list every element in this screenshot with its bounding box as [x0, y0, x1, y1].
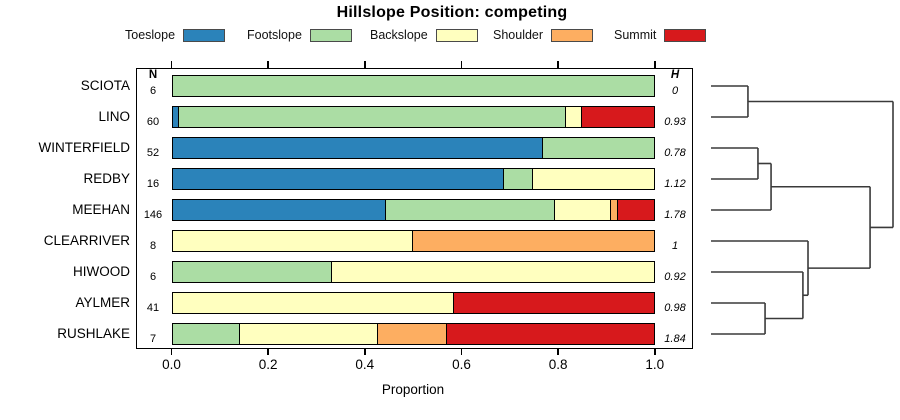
bar-segment-backslope	[171, 230, 414, 252]
axis-tick-top	[654, 61, 656, 68]
axis-tick-top	[460, 61, 463, 68]
bar-segment-footslope	[178, 106, 567, 128]
bar-segment-backslope	[532, 168, 655, 190]
h-value: 0.98	[664, 302, 686, 314]
bar-segment-footslope	[171, 261, 333, 283]
legend-entry-footslope: Footslope	[247, 27, 352, 43]
row-label-meehan: MEEHAN	[72, 202, 130, 217]
legend-label: Footslope	[247, 28, 302, 42]
bar-segment-footslope	[385, 199, 556, 221]
legend-entry-shoulder: Shoulder	[493, 27, 594, 43]
bar-segment-footslope	[541, 137, 655, 159]
bar-segment-footslope	[502, 168, 534, 190]
axis-tick-top	[267, 61, 269, 68]
axis-tick-bottom	[364, 348, 366, 355]
bar-segment-footslope	[171, 323, 241, 345]
h-value: 1.78	[664, 209, 686, 221]
legend-label: Shoulder	[493, 28, 544, 42]
h-value: 0.78	[664, 147, 686, 159]
row-label-clearriver: CLEARRIVER	[43, 233, 130, 248]
axis-tick-bottom	[267, 348, 269, 355]
bar-segment-shoulder	[377, 323, 448, 345]
chart-title: Hillslope Position: competing	[336, 4, 568, 21]
row-label-winterfield: WINTERFIELD	[38, 140, 130, 155]
h-value: 0.93	[664, 116, 686, 128]
n-column-header: N	[148, 69, 158, 81]
legend-entry-backslope: Backslope	[370, 27, 478, 43]
n-value: 6	[149, 271, 157, 283]
h-value: 0.92	[664, 271, 686, 283]
legend-label: Summit	[614, 28, 657, 42]
row-label-aylmer: AYLMER	[75, 295, 130, 310]
axis-tick-bottom	[460, 348, 463, 355]
legend-swatch-toeslope	[183, 28, 226, 42]
legend-swatch-backslope	[435, 28, 478, 42]
n-value: 6	[149, 85, 157, 97]
axis-tick-label: 0.0	[162, 357, 181, 372]
h-value: 1.84	[664, 333, 686, 345]
bar-segment-summit	[580, 106, 655, 128]
axis-tick-top	[170, 61, 173, 68]
axis-tick-label: 1.0	[645, 357, 665, 372]
h-value: 1	[671, 240, 679, 252]
n-value: 60	[146, 116, 160, 128]
bar-segment-summit	[616, 199, 655, 221]
n-value: 7	[149, 333, 157, 345]
axis-tick-top	[364, 61, 366, 68]
h-value: 1.12	[664, 178, 686, 190]
axis-tick-bottom	[170, 348, 173, 355]
axis-tick-label: 0.2	[258, 357, 278, 372]
axis-tick-label: 0.6	[452, 357, 471, 372]
axis-tick-top	[557, 61, 559, 68]
bar-segment-backslope	[239, 323, 379, 345]
bar-segment-toeslope	[171, 137, 544, 159]
legend-entry-summit: Summit	[614, 27, 707, 43]
row-label-redby: REDBY	[83, 171, 130, 186]
bar-segment-summit	[452, 292, 655, 314]
legend-label: Backslope	[370, 28, 428, 42]
legend-label: Toeslope	[125, 28, 176, 42]
n-value: 41	[146, 302, 160, 314]
n-value: 146	[143, 209, 163, 221]
bar-segment-backslope	[330, 261, 655, 283]
row-label-sciota: SCIOTA	[80, 78, 130, 93]
bar-segment-toeslope	[171, 199, 387, 221]
bar-segment-backslope	[553, 199, 612, 221]
h-value: 0	[671, 85, 679, 97]
legend-swatch-footslope	[309, 28, 352, 42]
row-label-rushlake: RUSHLAKE	[57, 326, 130, 341]
h-column-header: H	[670, 69, 680, 81]
bar-segment-summit	[446, 323, 655, 345]
legend-swatch-summit	[664, 28, 707, 42]
axis-tick-bottom	[654, 348, 656, 355]
n-value: 16	[146, 178, 160, 190]
bar-segment-toeslope	[171, 168, 504, 190]
axis-tick-bottom	[557, 348, 559, 355]
n-value: 8	[149, 240, 157, 252]
legend-entry-toeslope: Toeslope	[125, 27, 226, 43]
row-label-hiwood: HIWOOD	[73, 264, 130, 279]
x-axis-label: Proportion	[381, 382, 445, 397]
axis-tick-label: 0.8	[548, 357, 568, 372]
bar-segment-backslope	[171, 292, 455, 314]
n-value: 52	[146, 147, 160, 159]
row-label-lino: LINO	[98, 109, 130, 124]
bar-segment-shoulder	[411, 230, 655, 252]
legend-swatch-shoulder	[551, 28, 594, 42]
bar-segment-backslope	[564, 106, 583, 128]
bar-segment-footslope	[171, 75, 655, 97]
axis-tick-label: 0.4	[355, 357, 375, 372]
